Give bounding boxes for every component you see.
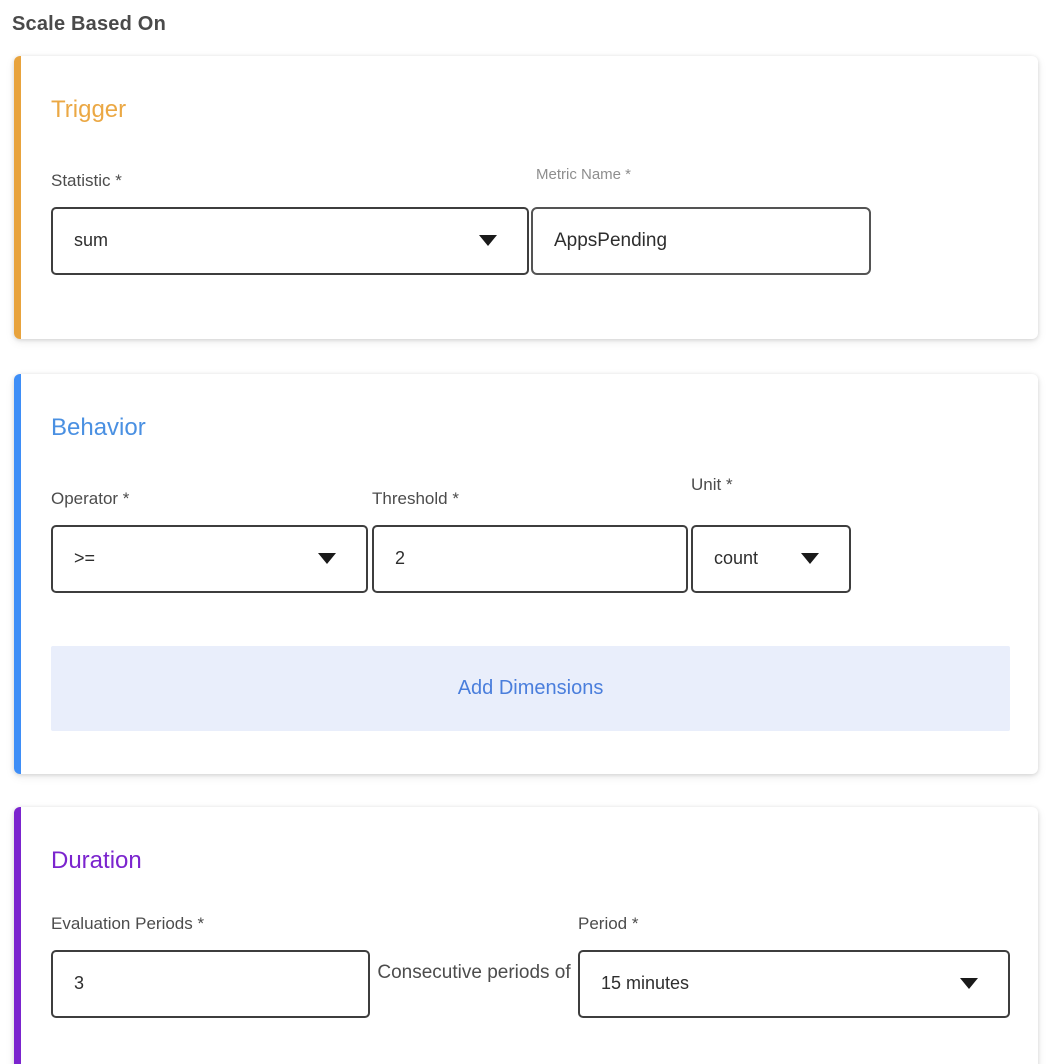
- statistic-select-value: sum: [74, 230, 109, 251]
- behavior-field-row: Operator * >= Threshold * Unit * count: [51, 475, 1010, 593]
- statistic-field: Statistic * sum: [51, 171, 529, 275]
- trigger-field-row: Statistic * sum Metric Name *: [51, 166, 1010, 275]
- trigger-card-title: Trigger: [51, 96, 127, 123]
- behavior-card-title: Behavior: [51, 414, 146, 441]
- behavior-card: Behavior Operator * >= Threshold * Unit …: [14, 374, 1038, 774]
- operator-field: Operator * >=: [51, 489, 368, 593]
- operator-select-value: >=: [74, 548, 96, 569]
- operator-select[interactable]: >=: [51, 524, 368, 593]
- duration-field-row: Evaluation Periods * Consecutive periods…: [51, 914, 1010, 1018]
- consecutive-periods-text: Consecutive periods of: [377, 961, 571, 983]
- unit-select[interactable]: count: [691, 524, 851, 593]
- duration-card-title: Duration: [51, 847, 142, 874]
- threshold-field: Threshold *: [372, 489, 688, 593]
- unit-label: Unit *: [691, 474, 733, 494]
- metric-name-input[interactable]: [531, 206, 871, 275]
- add-dimensions-button[interactable]: Add Dimensions: [51, 645, 1010, 731]
- statistic-select[interactable]: sum: [51, 206, 529, 275]
- chevron-down-icon: [801, 553, 819, 565]
- unit-select-value: count: [714, 548, 759, 569]
- page-title: Scale Based On: [12, 13, 166, 35]
- period-select-value: 15 minutes: [601, 973, 690, 994]
- unit-field: Unit * count: [691, 475, 851, 593]
- threshold-label: Threshold *: [372, 488, 459, 508]
- evaluation-periods-label: Evaluation Periods *: [51, 913, 205, 933]
- threshold-input[interactable]: [372, 524, 688, 593]
- chevron-down-icon: [960, 978, 978, 990]
- period-select[interactable]: 15 minutes: [578, 949, 1010, 1018]
- metric-name-label: Metric Name *: [536, 165, 632, 183]
- metric-name-field: Metric Name *: [531, 166, 871, 275]
- operator-label: Operator *: [51, 488, 130, 508]
- chevron-down-icon: [318, 553, 336, 565]
- duration-card: Duration Evaluation Periods * Consecutiv…: [14, 807, 1038, 1064]
- statistic-label: Statistic *: [51, 170, 122, 190]
- evaluation-periods-input[interactable]: [51, 949, 370, 1018]
- period-label: Period *: [578, 913, 639, 933]
- chevron-down-icon: [479, 235, 497, 247]
- evaluation-periods-field: Evaluation Periods *: [51, 914, 370, 1018]
- trigger-card: Trigger Statistic * sum Metric Name *: [14, 56, 1038, 339]
- period-field: Period * 15 minutes: [578, 914, 1010, 1018]
